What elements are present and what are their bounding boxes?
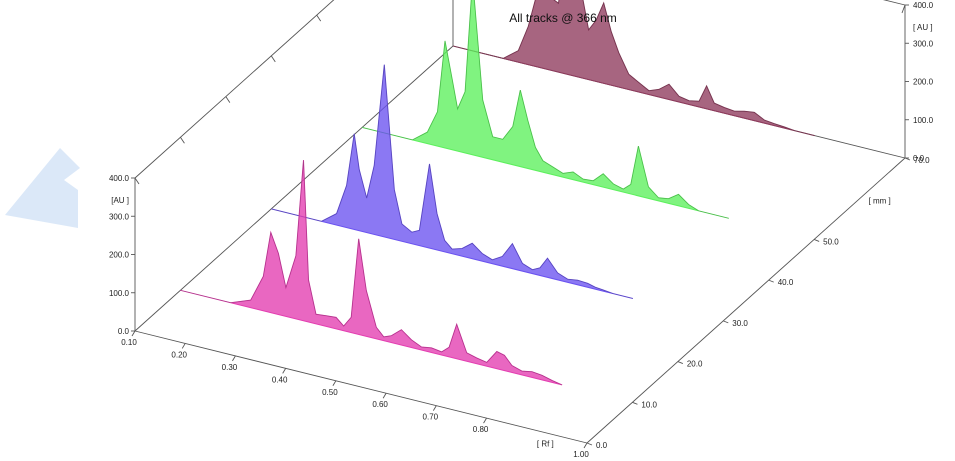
watermark-decoration: [5, 148, 80, 228]
x-tick: [181, 343, 186, 349]
x-tick: [332, 380, 337, 387]
x-tick-label: 0.20: [171, 350, 187, 359]
z-tick: [904, 157, 911, 161]
watermark-arrow-shape: [5, 148, 80, 228]
track-area: [180, 160, 563, 386]
left-wall-tick: [225, 96, 231, 103]
left-wall-tick: [270, 55, 276, 63]
y-tick-label-left: 0.0: [118, 327, 130, 336]
z-tick: [813, 239, 820, 242]
back-wall-tick: [901, 4, 906, 14]
y-tick-label-right: 100.0: [913, 116, 934, 125]
y-tick-label-left: 400.0: [109, 174, 130, 183]
back-wall-top-edge: [882, 0, 906, 6]
x-tick: [583, 442, 588, 449]
z-tick: [632, 401, 638, 405]
track-area: [452, 0, 815, 137]
y-tick-label-right: 200.0: [913, 78, 934, 87]
z-tick-label: 10.0: [641, 400, 657, 409]
x-tick: [483, 417, 487, 424]
x-tick-label: 1.00: [573, 450, 589, 459]
floor-back-left-edge: [134, 45, 454, 332]
x-tick: [131, 330, 136, 337]
x-tick-label: 0.80: [473, 425, 489, 434]
left-wall-tick: [134, 177, 140, 185]
y-tick-label-right: 0.0: [913, 154, 925, 163]
x-tick: [232, 355, 236, 362]
z-axis-title: [ mm ]: [869, 197, 891, 206]
z-tick-label: 70.0: [914, 156, 930, 165]
x-tick: [432, 405, 437, 411]
track-outline: [362, 0, 729, 219]
track-outline: [271, 64, 633, 299]
y-tick-label-left: 200.0: [109, 251, 130, 260]
axis-labels: 0.0 100.0 200.0 300.0 400.0 [AU ] 0.0 100.0 200.…: [109, 1, 934, 459]
z-tick-label: 0.0: [596, 441, 608, 450]
z-tick-label: 30.0: [732, 319, 748, 328]
y-tick-label-left: 300.0: [109, 212, 130, 221]
chart-title: All tracks @ 366 nm: [509, 11, 617, 25]
z-tick-label: 20.0: [687, 360, 703, 369]
x-axis-line: [134, 330, 588, 444]
z-axis-line: [586, 157, 906, 444]
z-tick-label: 40.0: [778, 278, 794, 287]
z-tick: [586, 442, 593, 446]
left-wall-tick: [316, 14, 322, 22]
z-tick: [677, 361, 684, 364]
y-tick-label-right: 400.0: [913, 1, 934, 10]
y-axis-title-right: [ AU ]: [913, 23, 933, 32]
x-tick-label: 0.30: [222, 363, 238, 372]
x-tick: [382, 392, 387, 399]
x-axis-title: [ Rf ]: [537, 440, 554, 449]
x-tick-label: 0.10: [121, 338, 137, 347]
x-tick-label: 0.70: [423, 413, 439, 422]
x-tick-label: 0.60: [372, 400, 388, 409]
axes-frame: [131, 0, 911, 449]
track-outline: [180, 160, 563, 386]
z-tick: [723, 320, 729, 324]
z-tick-label: 50.0: [823, 237, 839, 246]
y-axis-title-left: [AU ]: [111, 196, 129, 205]
track-outline: [452, 0, 815, 136]
track-area: [361, 0, 729, 219]
left-wall-top-edge: [134, 0, 335, 179]
x-tick: [282, 368, 287, 374]
y-tick-label-left: 100.0: [109, 289, 130, 298]
y-tick-label-right: 300.0: [913, 39, 934, 48]
z-tick: [768, 279, 774, 283]
x-tick-label: 0.50: [322, 388, 338, 397]
track-area: [271, 64, 634, 299]
tracks: [180, 0, 815, 386]
x-tick-label: 0.40: [272, 375, 288, 384]
left-wall-tick: [180, 137, 185, 144]
